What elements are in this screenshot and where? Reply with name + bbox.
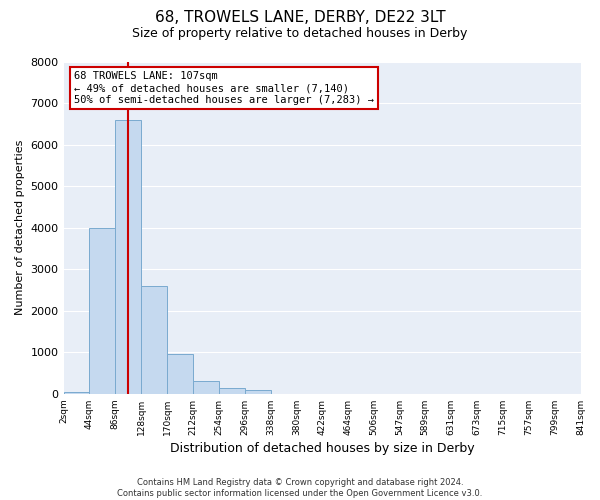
Text: Contains HM Land Registry data © Crown copyright and database right 2024.
Contai: Contains HM Land Registry data © Crown c… <box>118 478 482 498</box>
Bar <box>219 388 245 394</box>
Bar <box>245 390 271 394</box>
Bar <box>167 354 193 394</box>
Bar <box>115 120 141 394</box>
Bar <box>193 380 219 394</box>
Bar <box>141 286 167 394</box>
Bar <box>89 228 115 394</box>
Text: 68, TROWELS LANE, DERBY, DE22 3LT: 68, TROWELS LANE, DERBY, DE22 3LT <box>155 10 445 25</box>
X-axis label: Distribution of detached houses by size in Derby: Distribution of detached houses by size … <box>170 442 475 455</box>
Y-axis label: Number of detached properties: Number of detached properties <box>15 140 25 316</box>
Text: Size of property relative to detached houses in Derby: Size of property relative to detached ho… <box>133 28 467 40</box>
Text: 68 TROWELS LANE: 107sqm
← 49% of detached houses are smaller (7,140)
50% of semi: 68 TROWELS LANE: 107sqm ← 49% of detache… <box>74 72 374 104</box>
Bar <box>64 392 89 394</box>
